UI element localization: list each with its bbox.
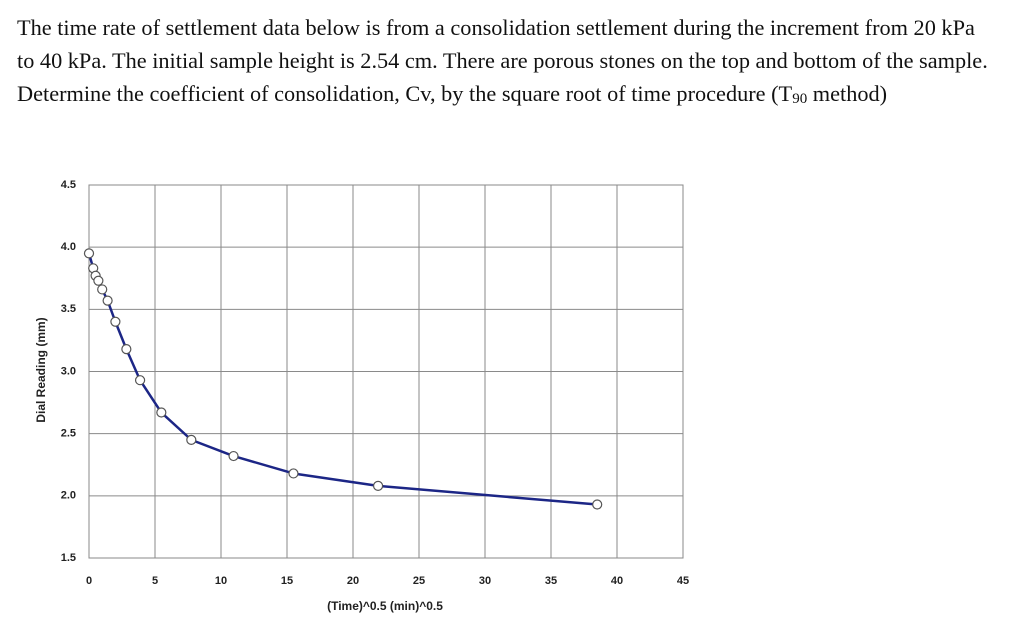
- y-tick-label: 4.0: [61, 241, 76, 253]
- data-point: [102, 295, 113, 306]
- data-point: [156, 407, 167, 418]
- data-point: [110, 316, 121, 327]
- subscript: 90: [792, 91, 808, 107]
- question-text-after: method): [807, 81, 888, 106]
- y-tick-label: 2.5: [61, 428, 76, 440]
- y-tick-label: 4.5: [61, 179, 76, 191]
- question: The time rate of settlement data below i…: [17, 11, 992, 116]
- data-point: [121, 344, 132, 355]
- y-tick-label: 3.5: [61, 303, 76, 315]
- data-point: [592, 499, 603, 510]
- x-tick-label: 25: [413, 575, 425, 587]
- x-tick-label: 45: [677, 575, 689, 587]
- data-point: [97, 284, 108, 295]
- data-point: [372, 480, 384, 491]
- question-text: The time rate of settlement data below i…: [17, 15, 988, 106]
- x-axis-label: (Time)^0.5 (min)^0.5: [327, 599, 443, 613]
- data-point: [93, 275, 104, 286]
- x-tick-label: 30: [479, 575, 491, 587]
- data-point: [83, 248, 95, 259]
- x-tick-label: 0: [86, 575, 92, 587]
- x-tick-label: 40: [611, 575, 623, 587]
- x-tick-label: 5: [152, 575, 158, 587]
- y-tick-label: 2.0: [61, 490, 76, 502]
- x-tick-label: 15: [281, 575, 293, 587]
- data-point: [288, 468, 299, 479]
- y-axis-label: Dial Reading (mm): [34, 317, 48, 422]
- data-point: [134, 375, 146, 386]
- data-point: [186, 434, 197, 445]
- data-point: [228, 450, 239, 462]
- x-tick-label: 35: [545, 575, 557, 587]
- y-tick-label: 1.5: [61, 552, 76, 564]
- x-tick-label: 20: [347, 575, 359, 587]
- y-tick-label: 3.0: [61, 365, 76, 377]
- x-tick-label: 10: [215, 575, 227, 587]
